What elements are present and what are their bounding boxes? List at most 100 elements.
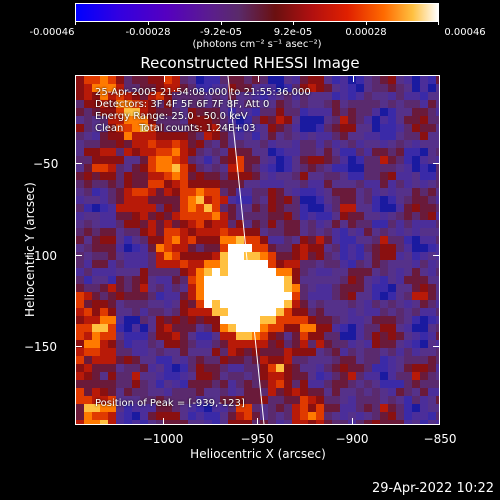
image-pixel — [420, 276, 428, 284]
rhessi-image[interactable] — [75, 75, 440, 425]
image-pixel — [292, 172, 300, 180]
image-pixel — [332, 412, 340, 420]
image-pixel — [212, 348, 220, 356]
image-pixel — [300, 164, 308, 172]
image-pixel — [308, 76, 316, 84]
image-pixel — [412, 292, 420, 300]
image-pixel — [420, 244, 428, 252]
image-pixel — [340, 380, 348, 388]
image-pixel — [332, 356, 340, 364]
image-pixel — [76, 164, 84, 172]
image-pixel — [372, 252, 380, 260]
image-pixel — [268, 260, 276, 268]
image-pixel — [268, 300, 276, 308]
image-pixel — [396, 364, 404, 372]
image-pixel — [316, 140, 324, 148]
image-pixel — [236, 292, 244, 300]
image-pixel — [380, 332, 388, 340]
image-pixel — [364, 156, 372, 164]
image-pixel — [348, 300, 356, 308]
image-pixel — [132, 252, 140, 260]
image-pixel — [84, 188, 92, 196]
image-pixel — [436, 292, 439, 300]
image-pixel — [284, 332, 292, 340]
image-pixel — [244, 260, 252, 268]
image-pixel — [436, 364, 439, 372]
image-pixel — [332, 84, 340, 92]
image-pixel — [108, 236, 116, 244]
image-pixel — [228, 276, 236, 284]
image-pixel — [404, 196, 412, 204]
image-pixel — [196, 308, 204, 316]
image-pixel — [148, 100, 156, 108]
image-pixel — [220, 388, 228, 396]
image-pixel — [348, 196, 356, 204]
image-pixel — [100, 348, 108, 356]
image-pixel — [260, 324, 268, 332]
image-pixel — [436, 148, 439, 156]
image-pixel — [252, 148, 260, 156]
image-pixel — [220, 252, 228, 260]
image-pixel — [276, 140, 284, 148]
image-pixel — [76, 124, 84, 132]
image-pixel — [220, 92, 228, 100]
image-pixel — [420, 332, 428, 340]
image-pixel — [404, 356, 412, 364]
image-pixel — [84, 372, 92, 380]
image-pixel — [228, 228, 236, 236]
image-pixel — [324, 204, 332, 212]
image-pixel — [348, 116, 356, 124]
image-pixel — [300, 332, 308, 340]
image-pixel — [252, 276, 260, 284]
image-pixel — [396, 228, 404, 236]
image-pixel — [316, 180, 324, 188]
image-pixel — [276, 84, 284, 92]
image-pixel — [348, 364, 356, 372]
image-pixel — [108, 308, 116, 316]
image-pixel — [412, 380, 420, 388]
image-pixel — [348, 372, 356, 380]
image-pixel — [404, 412, 412, 420]
image-pixel — [308, 420, 316, 424]
image-pixel — [172, 116, 180, 124]
image-pixel — [172, 404, 180, 412]
image-pixel — [156, 100, 164, 108]
image-pixel — [236, 108, 244, 116]
image-pixel — [284, 188, 292, 196]
image-pixel — [212, 180, 220, 188]
image-pixel — [76, 348, 84, 356]
image-pixel — [196, 420, 204, 424]
image-pixel — [228, 372, 236, 380]
image-pixel — [84, 140, 92, 148]
image-pixel — [420, 204, 428, 212]
image-pixel — [396, 76, 404, 84]
image-pixel — [436, 172, 439, 180]
image-pixel — [180, 124, 188, 132]
image-pixel — [100, 364, 108, 372]
image-pixel — [268, 172, 276, 180]
image-pixel — [380, 340, 388, 348]
image-pixel — [308, 132, 316, 140]
image-pixel — [420, 372, 428, 380]
image-pixel — [180, 276, 188, 284]
image-pixel — [396, 188, 404, 196]
image-pixel — [92, 116, 100, 124]
image-pixel — [420, 236, 428, 244]
image-pixel — [252, 92, 260, 100]
image-pixel — [76, 332, 84, 340]
image-pixel — [236, 244, 244, 252]
image-pixel — [308, 356, 316, 364]
image-pixel — [292, 124, 300, 132]
image-pixel — [164, 196, 172, 204]
image-pixel — [84, 356, 92, 364]
image-pixel — [156, 396, 164, 404]
image-pixel — [236, 148, 244, 156]
image-pixel — [244, 228, 252, 236]
image-pixel — [292, 164, 300, 172]
image-pixel — [204, 348, 212, 356]
image-pixel — [348, 180, 356, 188]
image-pixel — [300, 132, 308, 140]
image-pixel — [196, 84, 204, 92]
image-pixel — [372, 92, 380, 100]
image-pixel — [148, 412, 156, 420]
